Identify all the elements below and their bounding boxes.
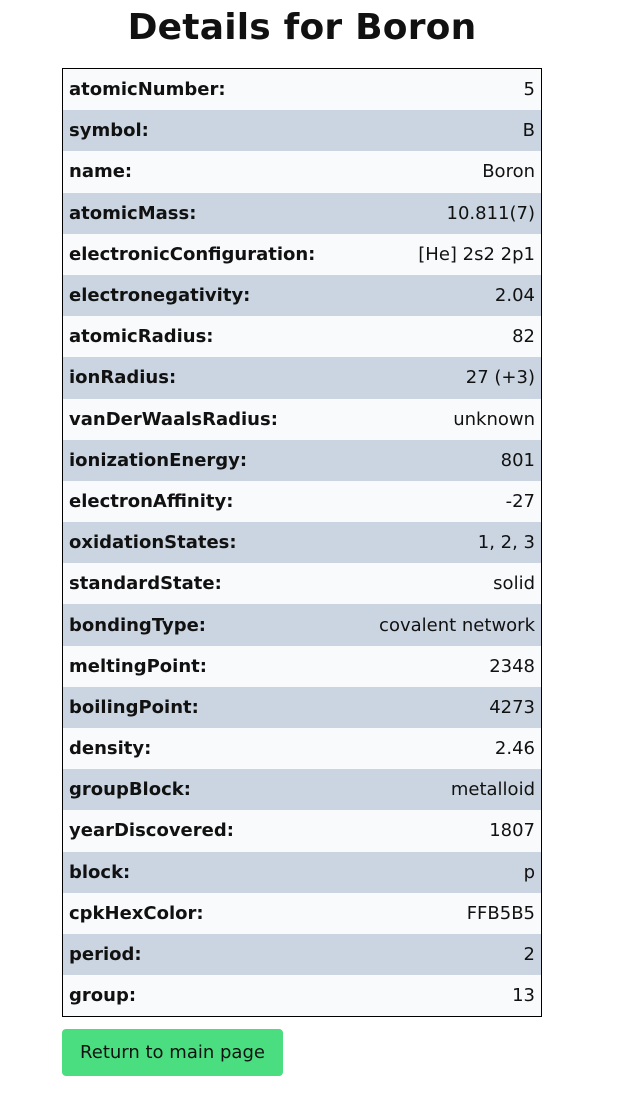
- table-row: electronegativity: 2.04: [63, 274, 541, 317]
- row-value: 2.46: [494, 738, 535, 760]
- table-row: cpkHexColor: FFB5B5: [63, 892, 541, 934]
- row-key: name:: [69, 161, 133, 183]
- table-row: vanDerWaalsRadius: unknown: [63, 398, 541, 440]
- table-row: boilingPoint: 4273: [63, 686, 541, 728]
- row-value: unknown: [453, 408, 535, 430]
- row-key: atomicRadius:: [69, 326, 214, 348]
- row-key: density:: [69, 738, 152, 760]
- row-value: solid: [493, 573, 535, 595]
- row-key: ionizationEnergy:: [69, 449, 248, 471]
- row-value: FFB5B5: [466, 902, 535, 924]
- row-value: 13: [512, 985, 535, 1007]
- table-row: electronicConfiguration: [He] 2s2 2p1: [63, 233, 541, 275]
- table-row: atomicNumber: 5: [63, 69, 541, 111]
- table-row: atomicRadius: 82: [63, 316, 541, 358]
- row-value: 4273: [489, 696, 535, 718]
- table-row: group: 13: [63, 975, 541, 1017]
- table-row: period: 2: [63, 933, 541, 976]
- row-value: 1807: [489, 820, 535, 842]
- row-value: 2: [523, 944, 535, 966]
- row-value: Boron: [482, 161, 535, 183]
- table-row: atomicMass: 10.811(7): [63, 192, 541, 234]
- row-key: electronicConfiguration:: [69, 243, 316, 265]
- row-key: atomicNumber:: [69, 79, 226, 101]
- table-row: block: p: [63, 851, 541, 893]
- row-key: period:: [69, 944, 142, 966]
- table-row: symbol: B: [63, 110, 541, 152]
- row-value: 2.04: [494, 285, 535, 307]
- row-value: 1, 2, 3: [477, 532, 535, 554]
- return-to-main-button[interactable]: Return to main page: [62, 1029, 283, 1076]
- table-row: standardState: solid: [63, 563, 541, 605]
- row-key: group:: [69, 985, 137, 1007]
- row-value: covalent network: [379, 614, 535, 636]
- row-value: 82: [512, 326, 535, 348]
- row-key: boilingPoint:: [69, 696, 199, 718]
- row-value: -27: [505, 490, 535, 512]
- table-row: electronAffinity: -27: [63, 480, 541, 523]
- row-key: symbol:: [69, 120, 149, 142]
- table-row: density: 2.46: [63, 728, 541, 770]
- table-row: yearDiscovered: 1807: [63, 810, 541, 852]
- row-key: block:: [69, 861, 131, 883]
- row-key: electronAffinity:: [69, 490, 234, 512]
- row-key: ionRadius:: [69, 367, 177, 389]
- row-key: electronegativity:: [69, 285, 251, 307]
- row-key: meltingPoint:: [69, 655, 207, 677]
- row-key: groupBlock:: [69, 779, 191, 801]
- table-row: name: Boron: [63, 151, 541, 193]
- row-key: yearDiscovered:: [69, 820, 234, 842]
- row-value: [He] 2s2 2p1: [418, 243, 535, 265]
- row-value: 801: [500, 449, 535, 471]
- table-row: groupBlock: metalloid: [63, 769, 541, 811]
- row-key: oxidationStates:: [69, 532, 237, 554]
- row-value: metalloid: [450, 779, 535, 801]
- row-key: standardState:: [69, 573, 222, 595]
- row-value: 5: [523, 79, 535, 101]
- row-key: vanDerWaalsRadius:: [69, 408, 278, 430]
- row-value: p: [523, 861, 535, 883]
- row-key: bondingType:: [69, 614, 206, 636]
- row-value: 2348: [489, 655, 535, 677]
- table-row: ionRadius: 27 (+3): [63, 357, 541, 399]
- row-value: B: [522, 120, 535, 142]
- row-value: 10.811(7): [446, 202, 535, 224]
- row-value: 27 (+3): [465, 367, 535, 389]
- table-row: ionizationEnergy: 801: [63, 439, 541, 481]
- table-row: oxidationStates: 1, 2, 3: [63, 522, 541, 564]
- details-table: atomicNumber: 5 symbol: B name: Boron at…: [62, 68, 542, 1018]
- table-row: meltingPoint: 2348: [63, 645, 541, 687]
- row-key: cpkHexColor:: [69, 902, 204, 924]
- page-title: Details for Boron: [127, 7, 477, 48]
- table-row: bondingType: covalent network: [63, 604, 541, 646]
- row-key: atomicMass:: [69, 202, 197, 224]
